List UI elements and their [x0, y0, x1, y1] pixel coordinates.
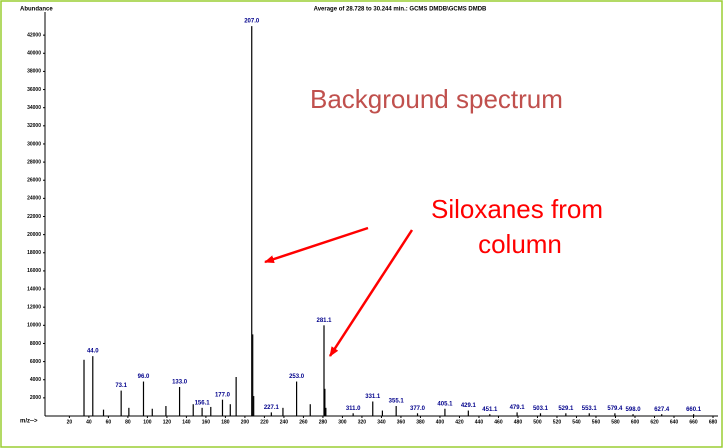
x-tick-label: 220	[260, 419, 269, 425]
arrow	[264, 226, 369, 264]
x-tick-label: 100	[143, 419, 152, 425]
x-tick-label: 140	[182, 419, 191, 425]
x-tick-label: 160	[202, 419, 211, 425]
peak-label: 579.4	[607, 406, 623, 412]
x-tick-label: 580	[611, 419, 620, 425]
peak-label: 331.1	[365, 394, 381, 400]
x-tick-label: 640	[670, 419, 679, 425]
y-tick-label: 6000	[30, 359, 41, 365]
peak-label: 156.1	[195, 400, 211, 406]
peak-label: 253.0	[289, 374, 305, 380]
x-tick-label: 300	[338, 419, 347, 425]
arrow	[328, 229, 414, 357]
y-tick-label: 26000	[27, 178, 41, 184]
x-tick-label: 560	[592, 419, 601, 425]
y-tick-label: 36000	[27, 87, 41, 93]
annotation: Siloxanes from	[431, 194, 603, 224]
y-tick-label: 32000	[27, 123, 41, 129]
peak-label: 598.0	[626, 407, 642, 413]
y-tick-label: 4000	[30, 377, 41, 383]
x-tick-label: 280	[319, 419, 328, 425]
x-tick-label: 80	[125, 419, 131, 425]
x-axis-label: m/z-->	[20, 419, 38, 425]
x-tick-label: 320	[358, 419, 367, 425]
y-tick-label: 20000	[27, 232, 41, 238]
x-tick-label: 200	[241, 419, 250, 425]
peak-label: 660.1	[686, 407, 702, 413]
y-tick-label: 18000	[27, 250, 41, 256]
peak-label: 529.1	[558, 406, 574, 412]
peak-label: 503.1	[533, 406, 549, 412]
y-tick-label: 8000	[30, 341, 41, 347]
peak-label: 281.1	[316, 318, 332, 324]
peak-label: 429.1	[461, 403, 477, 409]
peak-label: 405.1	[437, 401, 453, 407]
annotation: column	[478, 229, 562, 259]
y-tick-label: 40000	[27, 51, 41, 57]
y-tick-label: 12000	[27, 305, 41, 311]
x-tick-label: 440	[475, 419, 484, 425]
x-tick-label: 480	[514, 419, 523, 425]
annotation: Background spectrum	[310, 84, 563, 114]
x-tick-label: 660	[689, 419, 698, 425]
y-tick-label: 24000	[27, 196, 41, 202]
y-tick-label: 38000	[27, 69, 41, 75]
peak-label: 73.1	[115, 383, 127, 389]
peak-label: 96.0	[138, 374, 150, 380]
peak-label: 451.1	[482, 407, 498, 413]
plot: 2000 4000 6000 8000 10000 12000 14000 16000 1800…	[27, 19, 717, 426]
x-tick-label: 400	[436, 419, 445, 425]
y-tick-label: 16000	[27, 268, 41, 274]
x-tick-label: 380	[416, 419, 425, 425]
x-tick-label: 40	[86, 419, 92, 425]
y-tick-label: 42000	[27, 32, 41, 38]
y-tick-label: 30000	[27, 141, 41, 147]
x-tick-label: 340	[377, 419, 386, 425]
peak-label: 44.0	[87, 349, 99, 355]
peak-label: 553.1	[582, 406, 598, 412]
x-tick-label: 460	[494, 419, 503, 425]
x-tick-label: 620	[650, 419, 659, 425]
y-tick-label: 22000	[27, 214, 41, 220]
x-tick-label: 260	[299, 419, 308, 425]
x-tick-label: 360	[397, 419, 406, 425]
peak-label: 227.1	[264, 405, 280, 411]
x-tick-label: 540	[572, 419, 581, 425]
x-tick-label: 420	[455, 419, 464, 425]
x-tick-label: 520	[553, 419, 562, 425]
chart-title: Average of 28.728 to 30.244 min.: GCMS D…	[314, 7, 487, 13]
x-tick-label: 60	[106, 419, 112, 425]
y-tick-label: 2000	[30, 395, 41, 401]
x-tick-label: 180	[221, 419, 230, 425]
peak-label: 177.0	[215, 392, 231, 398]
x-tick-label: 680	[709, 419, 718, 425]
peak-label: 377.0	[410, 406, 426, 412]
peak-label: 207.0	[244, 19, 260, 25]
y-tick-label: 14000	[27, 286, 41, 292]
x-tick-label: 500	[533, 419, 542, 425]
x-tick-label: 600	[631, 419, 640, 425]
y-axis-label: Abundance	[20, 7, 53, 13]
y-tick-label: 28000	[27, 159, 41, 165]
x-tick-label: 240	[280, 419, 289, 425]
peak-label: 627.4	[654, 407, 670, 413]
x-tick-label: 20	[67, 419, 73, 425]
peak-label: 133.0	[172, 380, 188, 386]
peak-label: 355.1	[389, 399, 405, 405]
peak-label: 479.1	[510, 405, 526, 411]
x-tick-label: 120	[163, 419, 172, 425]
y-tick-label: 10000	[27, 323, 41, 329]
peak-label: 311.0	[346, 406, 361, 412]
y-tick-label: 34000	[27, 105, 41, 111]
